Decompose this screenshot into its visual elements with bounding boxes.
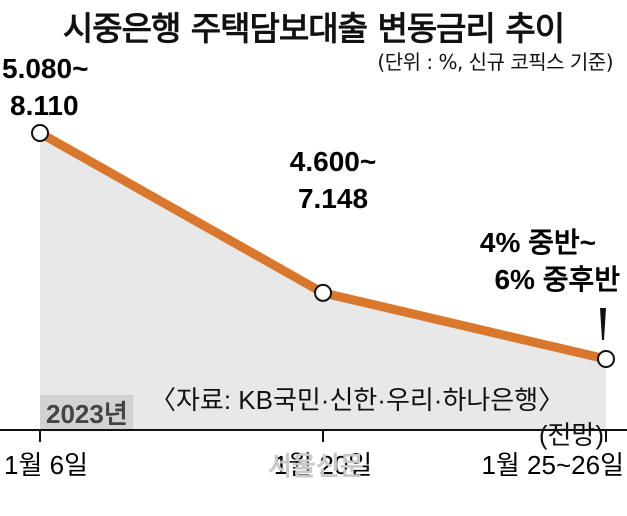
x-tick-label: 1월 20일 <box>274 450 372 480</box>
data-label: 7.148 <box>298 183 368 214</box>
x-tick-label: 1월 6일 <box>4 450 88 480</box>
unit-note: (단위 : %, 신규 코픽스 기준) <box>377 50 613 74</box>
year-label-bg <box>40 395 133 430</box>
forecast-pointer <box>600 308 606 340</box>
data-label: 4.600~ <box>290 146 376 177</box>
forecast-note: (전망) <box>539 420 604 450</box>
data-point <box>597 350 615 368</box>
data-label: 5.080~ <box>2 53 88 84</box>
data-point <box>31 124 49 142</box>
data-label: 6% 중후반 <box>494 264 620 295</box>
area-fill <box>40 133 606 430</box>
data-point <box>314 283 332 302</box>
data-label: 4% 중반~ <box>480 227 596 258</box>
x-tick-label: 1월 25~26일 <box>481 450 624 480</box>
source-note: 〈자료: KB국민·신한·우리·하나은행〉 <box>150 385 564 415</box>
chart-title: 시중은행 주택담보대출 변동금리 추이 <box>62 9 565 48</box>
year-label: 2023년 <box>46 399 128 429</box>
watermark: 서울신문 <box>268 451 364 481</box>
data-label: 8.110 <box>10 90 79 121</box>
